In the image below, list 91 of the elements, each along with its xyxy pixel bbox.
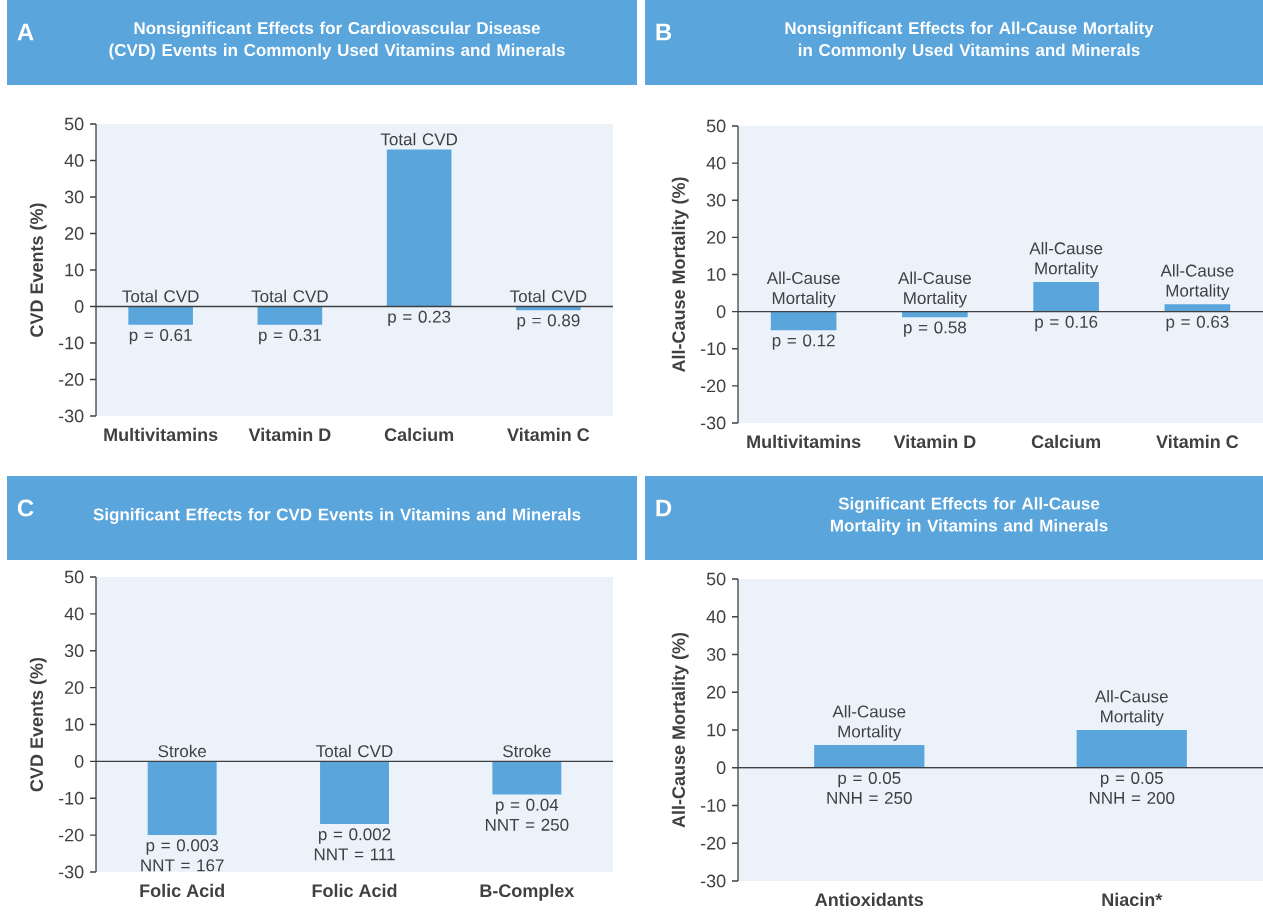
annotation: Total CVD (316, 744, 393, 758)
y-tick-label: 40 (64, 154, 84, 167)
annotation: p = 0.23 (388, 310, 451, 327)
text: C (17, 499, 34, 517)
y-tick-label: 10 (65, 263, 84, 277)
x-tick-label: Calcium (1031, 434, 1101, 449)
y-tick-label: 0 (74, 300, 84, 313)
annotation: p = 0.002 NNT = 111 (314, 828, 395, 861)
annotation: All-Cause Mortality (832, 705, 906, 741)
x-tick-label: Folic Acid (312, 883, 397, 898)
annotation: p = 0.12 (772, 334, 835, 350)
chart-title: Significant Effects for All-Cause Mortality in Vitamins and Minerals (830, 497, 1108, 535)
y-tick-label: -20 (58, 828, 84, 842)
text: B (656, 23, 672, 41)
y-axis-title: CVD Events (%) (29, 657, 47, 792)
annotation: p = 0.31 (259, 328, 321, 345)
x-tick-label: B-Complex (480, 883, 575, 901)
x-tick-label: Vitamin C (1156, 434, 1239, 449)
x-tick-label: Vitamin D (248, 427, 331, 442)
chart-title: Significant Effects for CVD Events in Vitamins and Minerals (93, 508, 581, 524)
y-axis-title: All-Cause Mortality (%) (671, 177, 689, 373)
annotation: Total CVD (380, 132, 458, 146)
y-tick-label: 20 (65, 227, 84, 240)
y-tick-label: -10 (58, 336, 84, 350)
y-tick-label: -30 (58, 865, 84, 879)
annotation: p = 0.63 (1166, 315, 1229, 332)
y-tick-label: 20 (707, 685, 726, 699)
y-tick-label: -10 (700, 342, 726, 356)
annotation: p = 0.04 NNT = 250 (485, 798, 569, 831)
y-tick-label: 40 (706, 156, 726, 170)
text: D (656, 499, 672, 517)
y-tick-label: 40 (64, 607, 84, 621)
y-tick-label: -10 (58, 791, 84, 805)
annotation: Total CVD (510, 289, 587, 303)
y-tick-label: 30 (706, 193, 726, 207)
x-tick-label: Vitamin D (893, 434, 976, 449)
y-tick-label: -20 (58, 373, 84, 386)
y-tick-label: 30 (64, 190, 84, 204)
x-tick-label: Calcium (384, 427, 454, 442)
bar (902, 311, 968, 318)
x-tick-label: Antioxidants (815, 892, 924, 907)
y-tick-label: 50 (706, 119, 726, 133)
y-tick-label: 30 (706, 648, 726, 661)
x-tick-label: Folic Acid (140, 883, 224, 898)
y-tick-label: 10 (707, 723, 726, 737)
annotation: p = 0.16 (1035, 315, 1098, 332)
y-tick-label: 0 (74, 754, 84, 768)
x-tick-label: Niacin* (1102, 892, 1163, 907)
y-tick-label: -20 (700, 379, 726, 393)
annotation: p = 0.58 (904, 321, 967, 337)
annotation: p = 0.05 NNH = 200 (1089, 771, 1175, 804)
text: A (17, 23, 34, 41)
annotation: p = 0.61 (129, 328, 192, 345)
annotation: Total CVD (122, 289, 199, 303)
annotation: All-Cause Mortality (898, 271, 971, 308)
y-tick-label: 0 (716, 761, 726, 775)
y-axis-title: All-Cause Mortality (%) (671, 632, 689, 828)
y-tick-label: 30 (64, 644, 84, 658)
annotation: Stroke (158, 744, 206, 758)
annotation: All-Cause Mortality (1160, 264, 1234, 300)
annotation: p = 0.003 NNT = 167 (141, 839, 224, 872)
y-axis-title: CVD Events (%) (29, 203, 47, 337)
bar (770, 311, 837, 331)
x-tick-label: Multivitamins (104, 427, 218, 442)
bar (1033, 281, 1099, 312)
y-tick-label: -30 (700, 874, 726, 888)
annotation: p = 0.89 (517, 314, 580, 330)
y-tick-label: 40 (706, 610, 726, 624)
y-tick-label: -20 (700, 836, 726, 850)
y-tick-label: 0 (716, 305, 726, 318)
annotation: All-Cause Mortality (1029, 241, 1103, 278)
y-tick-label: -10 (700, 799, 726, 812)
x-tick-label: Vitamin C (507, 427, 590, 442)
y-tick-label: 50 (706, 572, 726, 586)
annotation: All-Cause Mortality (1094, 689, 1168, 726)
annotation: p = 0.05 NNH = 250 (827, 771, 912, 804)
y-tick-label: 20 (707, 230, 726, 244)
y-tick-label: -30 (58, 409, 84, 423)
x-tick-label: Multivitamins (747, 434, 861, 449)
chart-title: Nonsignificant Effects for All-Cause Mortality in Commonly Used Vitamins and Minerals (785, 21, 1154, 60)
y-tick-label: 50 (64, 117, 84, 131)
annotation: Total CVD (251, 289, 328, 303)
annotation: All-Cause Mortality (766, 271, 840, 308)
y-tick-label: 20 (65, 681, 84, 694)
annotation: Stroke (503, 744, 551, 758)
bar (1164, 304, 1231, 312)
y-tick-label: 10 (65, 718, 84, 731)
y-tick-label: 10 (707, 268, 726, 281)
y-tick-label: -30 (700, 416, 726, 430)
chart-title: Nonsignificant Effects for Cardiovascular Disease (CVD) Events in Commonly Used Vitamins and Minerals (109, 21, 565, 60)
y-tick-label: 50 (64, 570, 84, 584)
